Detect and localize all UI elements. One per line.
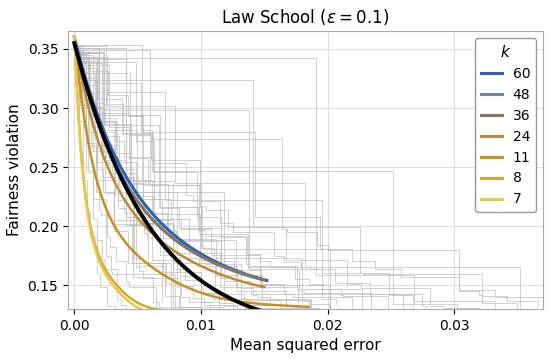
Legend: 60, 48, 36, 24, 11, 8, 7: 60, 48, 36, 24, 11, 8, 7 [475,38,536,212]
Title: Law School ($\varepsilon = 0.1$): Law School ($\varepsilon = 0.1$) [222,7,389,27]
Y-axis label: Fairness violation: Fairness violation [7,104,22,237]
X-axis label: Mean squared error: Mean squared error [230,338,381,353]
